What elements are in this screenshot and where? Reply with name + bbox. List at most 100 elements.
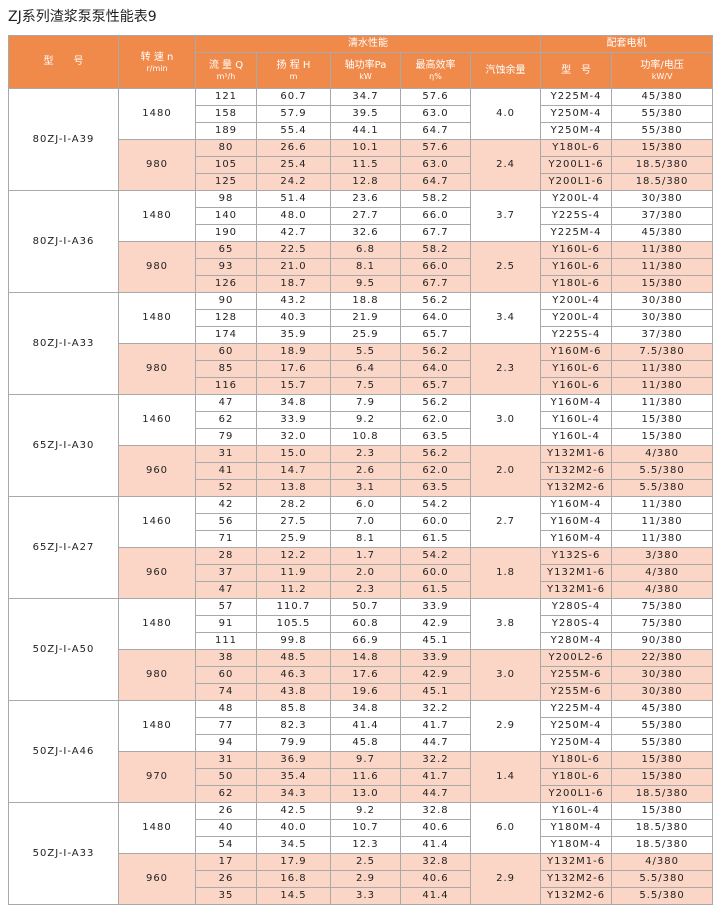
value-cell: 47: [195, 394, 257, 412]
value-cell: 12.8: [330, 173, 401, 191]
value-cell: 27.7: [330, 207, 401, 225]
value-cell: 30/380: [611, 309, 714, 327]
value-cell: 7.5/380: [611, 343, 714, 361]
value-cell: 121: [195, 88, 257, 106]
value-cell: 11/380: [611, 530, 714, 548]
value-cell: 54: [195, 836, 257, 854]
value-cell: 7.9: [330, 394, 401, 412]
value-cell: 63.5: [400, 428, 471, 446]
value-cell: 36.9: [256, 751, 331, 769]
value-cell: Y200L-4: [540, 292, 613, 310]
value-cell: 30/380: [611, 666, 714, 684]
value-cell: 55/380: [611, 717, 714, 735]
speed-cell: 980: [118, 649, 196, 701]
header-label: 流 量 Q: [208, 60, 244, 71]
header-cell: 最高效率 η%: [400, 52, 471, 89]
value-cell: 4/380: [611, 445, 714, 463]
speed-cell: 1480: [118, 88, 196, 140]
value-cell: 40.3: [256, 309, 331, 327]
speed-cell: 980: [118, 241, 196, 293]
value-cell: 174: [195, 326, 257, 344]
value-cell: 15/380: [611, 411, 714, 429]
speed-cell: 980: [118, 139, 196, 191]
value-cell: Y200L-4: [540, 309, 613, 327]
value-cell: 6.8: [330, 241, 401, 259]
value-cell: Y160M-4: [540, 530, 613, 548]
value-cell: 60: [195, 666, 257, 684]
value-cell: Y180L-6: [540, 139, 613, 157]
value-cell: 3/380: [611, 547, 714, 565]
value-cell: Y132M2-6: [540, 870, 613, 888]
value-cell: 10.8: [330, 428, 401, 446]
speed-cell: 970: [118, 751, 196, 803]
value-cell: Y200L1-6: [540, 173, 613, 191]
value-cell: 79.9: [256, 734, 331, 752]
value-cell: 47: [195, 581, 257, 599]
value-cell: 40: [195, 819, 257, 837]
value-cell: 33.9: [400, 649, 471, 667]
data-row: 980 60 18.9 5.5 56.2 2.3 Y160M-6 7.5/380: [9, 343, 714, 395]
header-cell: 型 号: [8, 35, 119, 89]
value-cell: 9.2: [330, 802, 401, 820]
value-cell: 56.2: [400, 445, 471, 463]
value-cell: Y225M-4: [540, 700, 613, 718]
data-row: 50 35.4 11.6 41.7 Y180L-6 15/380: [9, 768, 714, 786]
data-row: 26 16.8 2.9 40.6 Y132M2-6 5.5/380: [9, 870, 714, 888]
npsh-cell: 3.0: [469, 649, 542, 701]
value-cell: 62: [195, 411, 257, 429]
value-cell: Y250M-4: [540, 734, 613, 752]
value-cell: 42.7: [256, 224, 331, 242]
value-cell: 42: [195, 496, 257, 514]
data-row: 960 31 15.0 2.3 56.2 2.0 Y132M1-6 4/380: [9, 445, 714, 497]
value-cell: 60.8: [330, 615, 401, 633]
value-cell: 56.2: [400, 394, 471, 412]
value-cell: 2.6: [330, 462, 401, 480]
value-cell: 15.7: [256, 377, 331, 395]
value-cell: Y225S-4: [540, 326, 613, 344]
value-cell: 9.2: [330, 411, 401, 429]
value-cell: 54.2: [400, 496, 471, 514]
value-cell: 44.7: [400, 734, 471, 752]
value-cell: Y132S-6: [540, 547, 613, 565]
value-cell: 11/380: [611, 394, 714, 412]
value-cell: 34.8: [256, 394, 331, 412]
value-cell: 98: [195, 190, 257, 208]
value-cell: Y180L-6: [540, 751, 613, 769]
header-cell: 型 号: [540, 52, 613, 89]
npsh-cell: 2.9: [469, 700, 542, 752]
value-cell: 65: [195, 241, 257, 259]
value-cell: 2.9: [330, 870, 401, 888]
table-body: 80ZJ-I-A39 1480 121 60.7 34.7 57.6 4.0 Y225M-4 4…: [8, 88, 714, 905]
data-row: 62 33.9 9.2 62.0 Y160L-4 15/380: [9, 411, 714, 429]
value-cell: 65.7: [400, 326, 471, 344]
value-cell: 19.6: [330, 683, 401, 701]
value-cell: 40.6: [400, 870, 471, 888]
header-row: 型 号 转 速 n r/min 清水性能 配套电机: [8, 35, 714, 89]
value-cell: 62.0: [400, 462, 471, 480]
value-cell: Y160L-4: [540, 411, 613, 429]
value-cell: 1.7: [330, 547, 401, 565]
header-cell: 配套电机: [540, 35, 714, 53]
value-cell: 3.1: [330, 479, 401, 497]
value-cell: Y250M-4: [540, 717, 613, 735]
value-cell: 64.7: [400, 122, 471, 140]
value-cell: 26: [195, 802, 257, 820]
value-cell: 64.0: [400, 309, 471, 327]
header-label: 扬 程 H: [276, 60, 311, 71]
value-cell: Y225M-4: [540, 88, 613, 106]
data-row: 50ZJ-I-A46 1480 48 85.8 34.8 32.2 2.9 Y225M-4 45…: [8, 700, 714, 803]
value-cell: 15/380: [611, 802, 714, 820]
header-unit: r/min: [146, 63, 168, 73]
value-cell: Y255M-6: [540, 666, 613, 684]
value-cell: Y132M1-6: [540, 853, 613, 871]
header-label: 最高效率: [415, 60, 456, 71]
value-cell: 65.7: [400, 377, 471, 395]
value-cell: 2.3: [330, 445, 401, 463]
value-cell: 34.8: [330, 700, 401, 718]
value-cell: 99.8: [256, 632, 331, 650]
value-cell: 66.0: [400, 258, 471, 276]
value-cell: 12.3: [330, 836, 401, 854]
value-cell: 35.4: [256, 768, 331, 786]
